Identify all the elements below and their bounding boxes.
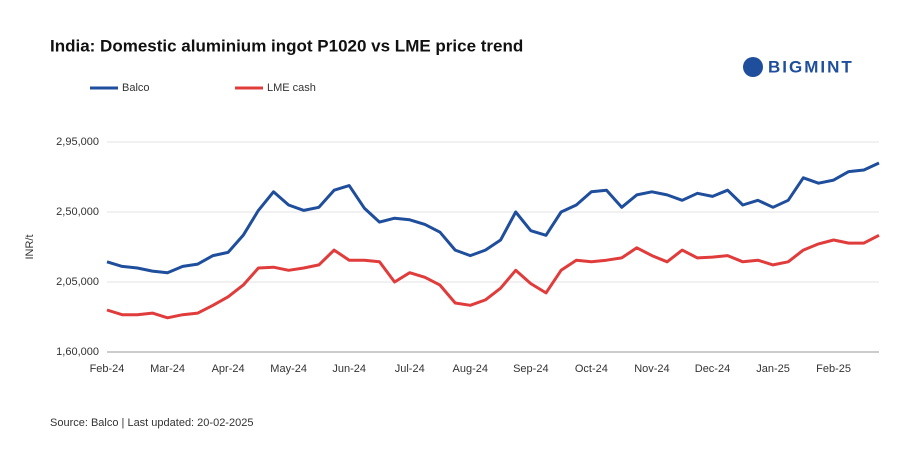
y-tick-label: 1,60,000 <box>56 346 99 358</box>
x-tick-label: Apr-24 <box>212 363 245 375</box>
x-tick-label: Feb-25 <box>816 363 851 375</box>
y-tick-label: 2,05,000 <box>56 276 99 288</box>
x-tick-label: Jun-24 <box>332 363 366 375</box>
logo: BIGMINT <box>743 57 854 77</box>
x-tick-label: Mar-24 <box>150 363 185 375</box>
x-tick-label: Nov-24 <box>634 363 669 375</box>
y-tick-label: 2,95,000 <box>56 136 99 148</box>
x-tick-label: May-24 <box>270 363 307 375</box>
x-tick-label: Feb-24 <box>90 363 125 375</box>
chart-title: India: Domestic aluminium ingot P1020 vs… <box>50 36 523 55</box>
source: Source: Balco | Last updated: 20-02-2025 <box>50 417 253 429</box>
x-tick-label: Aug-24 <box>453 363 488 375</box>
x-tick-label: Jan-25 <box>756 363 790 375</box>
x-tick-label: Sep-24 <box>513 363 548 375</box>
logo-text: BIGMINT <box>768 57 854 76</box>
y-tick-label: 2,50,000 <box>56 206 99 218</box>
y-axis-label: INR/t <box>24 234 36 259</box>
logo-icon <box>743 57 763 77</box>
legend-label: LME cash <box>267 82 316 94</box>
x-tick-label: Oct-24 <box>575 363 608 375</box>
line-0 <box>106 161 880 275</box>
legend-label: Balco <box>122 82 150 94</box>
x-tick-label: Jul-24 <box>395 363 425 375</box>
line-1 <box>106 233 880 320</box>
x-tick-label: Dec-24 <box>695 363 730 375</box>
